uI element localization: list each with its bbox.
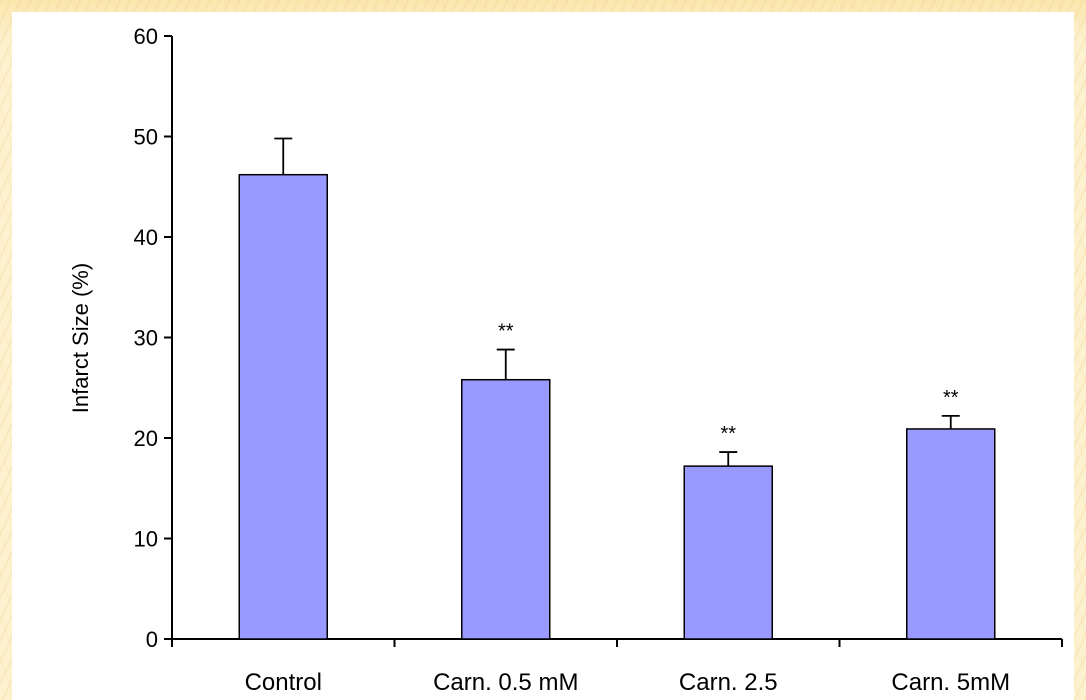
y-axis: 0 10 20 30 40 50 60 — [134, 24, 173, 652]
bar — [461, 378, 551, 640]
y-tick-label: 50 — [134, 125, 158, 150]
x-tick-label: Control — [245, 669, 322, 696]
y-tick-label: 40 — [134, 225, 158, 250]
bar — [238, 173, 328, 640]
bar — [683, 465, 773, 640]
bars: ** ** ** — [238, 137, 996, 640]
bar — [906, 428, 996, 640]
x-axis: Control Carn. 0.5 mM Carn. 2.5 Carn. 5mM — [171, 638, 1063, 696]
y-tick-label: 0 — [146, 627, 158, 652]
y-axis-title: Infarct Size (%) — [68, 263, 93, 413]
x-tick-label: Carn. 5mM — [891, 669, 1010, 696]
x-tick-label: Carn. 2.5 — [679, 669, 778, 696]
significance-label: ** — [720, 423, 736, 445]
significance-label: ** — [498, 321, 514, 343]
y-tick-label: 30 — [134, 326, 158, 351]
y-tick-label: 20 — [134, 426, 158, 451]
y-tick-label: 60 — [134, 24, 158, 49]
x-tick-label: Carn. 0.5 mM — [433, 669, 578, 696]
y-tick-label: 10 — [134, 527, 158, 552]
significance-label: ** — [943, 387, 959, 409]
